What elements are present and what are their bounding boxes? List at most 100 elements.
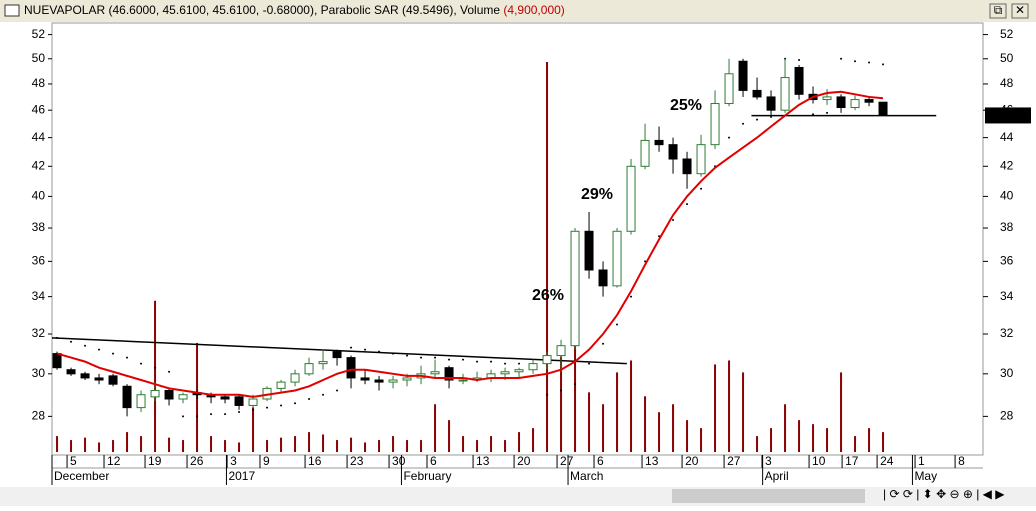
candle-body: [290, 373, 300, 383]
x-tick-label: 27: [560, 454, 574, 468]
sar-dot: [238, 410, 241, 413]
candle-body: [654, 139, 664, 146]
candle-body: [178, 394, 188, 400]
x-tick-label: 20: [685, 454, 699, 468]
sar-dot: [224, 413, 227, 416]
volume-bar: [686, 420, 689, 452]
volume-bar: [812, 424, 815, 452]
y-tick-label-right: 42: [1000, 158, 1014, 172]
month-label: May: [914, 469, 937, 483]
x-tick-label: 6: [430, 454, 437, 468]
candle-body: [710, 103, 720, 146]
candle-body: [878, 101, 888, 116]
x-tick-label: 24: [880, 454, 894, 468]
sar-dot: [364, 348, 367, 351]
x-tick-label: 27: [727, 454, 741, 468]
scroll-thumb[interactable]: [672, 489, 865, 503]
candle-body: [346, 357, 356, 379]
month-label: April: [765, 469, 789, 483]
close-icon[interactable]: ✕: [1015, 3, 1025, 17]
month-label: March: [570, 469, 603, 483]
sar-dot: [280, 404, 283, 407]
scrollbar[interactable]: [0, 487, 1036, 506]
month-label: December: [54, 469, 109, 483]
y-tick-label: 38: [32, 220, 46, 234]
annotation: 26%: [532, 287, 564, 304]
restore-icon[interactable]: ⧉: [994, 3, 1003, 17]
y-tick-label: 50: [32, 51, 46, 65]
candle-body: [542, 355, 552, 365]
candle-body: [276, 381, 286, 389]
x-tick-label: 30: [392, 454, 406, 468]
candle-body: [598, 269, 608, 287]
volume-bar: [322, 434, 325, 452]
candle-body: [752, 89, 762, 98]
sar-dot: [350, 346, 353, 349]
volume-bar: [672, 404, 675, 452]
volume-bar: [350, 437, 353, 452]
volume-bar: [476, 440, 479, 452]
month-label: February: [403, 469, 451, 483]
volume-bar: [490, 436, 493, 452]
sar-dot: [308, 397, 311, 400]
sar-dot: [182, 415, 185, 418]
x-tick-label: 16: [308, 454, 322, 468]
candle-body: [122, 385, 132, 409]
y-tick-label: 32: [32, 326, 46, 340]
toolbar-icons[interactable]: | ⟳ ⟳ | ⬍ ✥ ⊖ ⊕ | ◀ ▶: [883, 487, 1005, 501]
sar-dot: [294, 402, 297, 405]
candle-body: [836, 96, 846, 109]
volume-bar: [154, 300, 157, 452]
x-tick-label: 3: [765, 454, 772, 468]
volume-bar: [70, 440, 73, 452]
sar-dot: [504, 362, 507, 365]
candle-body: [556, 345, 566, 357]
trendline: [51, 337, 627, 365]
close-button[interactable]: [1011, 3, 1029, 19]
candle-body: [500, 371, 510, 375]
sar-dot: [252, 408, 255, 411]
sar-dot: [700, 187, 703, 190]
candle-body: [850, 99, 860, 109]
y-tick-label: 52: [32, 27, 46, 41]
volume-bar: [294, 436, 297, 452]
volume-bar: [840, 372, 843, 452]
candle-body: [52, 353, 62, 369]
x-tick-label: 8: [958, 454, 965, 468]
candle-body: [528, 363, 538, 371]
sar-dot: [462, 358, 465, 361]
sar-dot: [672, 218, 675, 221]
candle-body: [164, 389, 174, 400]
candle-body: [626, 165, 636, 232]
y-tick-label: 42: [32, 158, 46, 172]
candle-body: [570, 230, 580, 347]
volume-bar: [378, 440, 381, 452]
y-tick-label: 30: [32, 366, 46, 380]
volume-bar: [364, 442, 367, 452]
restore-button[interactable]: [989, 3, 1007, 19]
volume-bar: [826, 428, 829, 452]
volume-bar: [336, 440, 339, 452]
candle-body: [94, 377, 104, 381]
candle-body: [640, 139, 650, 167]
volume-bar: [658, 412, 661, 452]
title-bar: [0, 0, 1036, 22]
sar-dot: [98, 348, 101, 351]
y-tick-label: 44: [32, 130, 46, 144]
sar-dot: [126, 356, 129, 359]
sar-dot: [868, 61, 871, 64]
volume-bar: [84, 437, 87, 452]
volume-bar: [56, 436, 59, 452]
volume-bar: [532, 428, 535, 452]
volume-bar: [280, 437, 283, 452]
sar-dot: [70, 340, 73, 343]
candle-body: [150, 389, 160, 398]
sar-dot: [630, 295, 633, 298]
last-price-label: 45.6100: [986, 108, 1030, 122]
title-text: NUEVAPOLAR (46.6000, 45.6100, 45.6100, -…: [24, 3, 503, 17]
y-tick-label-right: 50: [1000, 51, 1014, 65]
volume-bar: [406, 440, 409, 452]
sar-dot: [812, 113, 815, 116]
sar-dot: [574, 383, 577, 386]
